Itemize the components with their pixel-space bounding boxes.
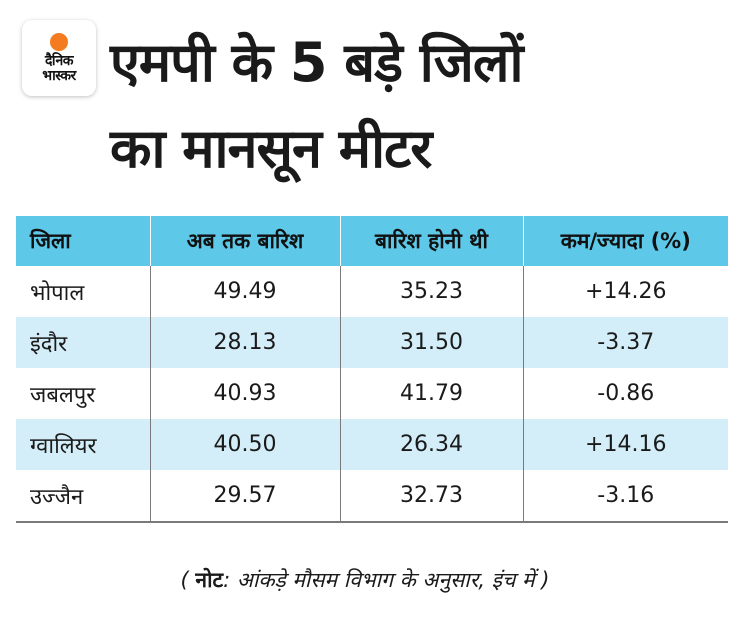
- table-row: इंदौर 28.13 31.50 -3.37: [16, 317, 728, 368]
- cell-expected-rain: 32.73: [339, 470, 523, 523]
- column-header-difference: कम/ज्यादा (%): [522, 216, 728, 266]
- cell-district: उज्जैन: [16, 470, 150, 523]
- column-header-expected-rain: बारिश होनी थी: [339, 216, 523, 266]
- cell-expected-rain: 41.79: [339, 368, 523, 419]
- footnote-close-paren: ): [541, 568, 550, 592]
- cell-district: जबलपुर: [30, 382, 96, 408]
- column-header-rain-so-far: अब तक बारिश: [149, 216, 340, 266]
- footnote-label: नोट: [195, 568, 224, 592]
- cell-difference: +14.26: [522, 266, 728, 317]
- footnote-text: : आंकड़े मौसम विभाग के अनुसार, इंच में: [223, 568, 535, 592]
- table-row: जबलपुर 40.93 41.79 -0.86: [16, 368, 728, 419]
- table-header-row: जिला अब तक बारिश बारिश होनी थी कम/ज्यादा…: [16, 216, 728, 266]
- cell-district: इंदौर: [16, 317, 150, 368]
- cell-rain-so-far: 29.57: [149, 470, 340, 523]
- cell-district: ग्वालियर: [16, 419, 150, 470]
- column-header-district: जिला: [16, 216, 150, 266]
- cell-difference: -3.16: [522, 470, 728, 523]
- table-row: ग्वालियर 40.50 26.34 +14.16: [16, 419, 728, 470]
- title-line2: का मानसून मीटर: [110, 117, 432, 180]
- table-row: भोपाल 49.49 35.23 +14.26: [16, 266, 728, 317]
- cell-difference: -0.86: [522, 368, 728, 419]
- table-row: उज्जैन 29.57 32.73 -3.16: [16, 470, 728, 523]
- footnote-open-paren: (: [180, 568, 189, 592]
- cell-rain-so-far: 28.13: [149, 317, 340, 368]
- cell-expected-rain: 26.34: [339, 419, 523, 470]
- cell-expected-rain: 31.50: [339, 317, 523, 368]
- cell-district: भोपाल: [30, 280, 85, 306]
- sun-logo-icon: [50, 32, 68, 51]
- cell-rain-so-far: 40.93: [149, 368, 340, 419]
- cell-difference: +14.16: [522, 419, 728, 470]
- footnote: ( नोट: आंकड़े मौसम विभाग के अनुसार, इंच …: [0, 566, 730, 594]
- cell-rain-so-far: 49.49: [149, 266, 340, 317]
- cell-expected-rain: 35.23: [339, 266, 523, 317]
- cell-rain-so-far: 40.50: [149, 419, 340, 470]
- dainik-bhaskar-logo: दैनिक भास्कर: [22, 20, 96, 96]
- logo-text-line2: भास्कर: [42, 67, 76, 84]
- cell-difference: -3.37: [522, 317, 728, 368]
- logo-text-line1: दैनिक: [44, 52, 74, 69]
- title-line1: एमपी के 5 बड़े जिलों: [110, 31, 523, 94]
- monsoon-table: जिला अब तक बारिश बारिश होनी थी कम/ज्यादा…: [16, 216, 728, 523]
- page-title: एमपी के 5 बड़े जिलों का मानसून मीटर: [110, 20, 720, 192]
